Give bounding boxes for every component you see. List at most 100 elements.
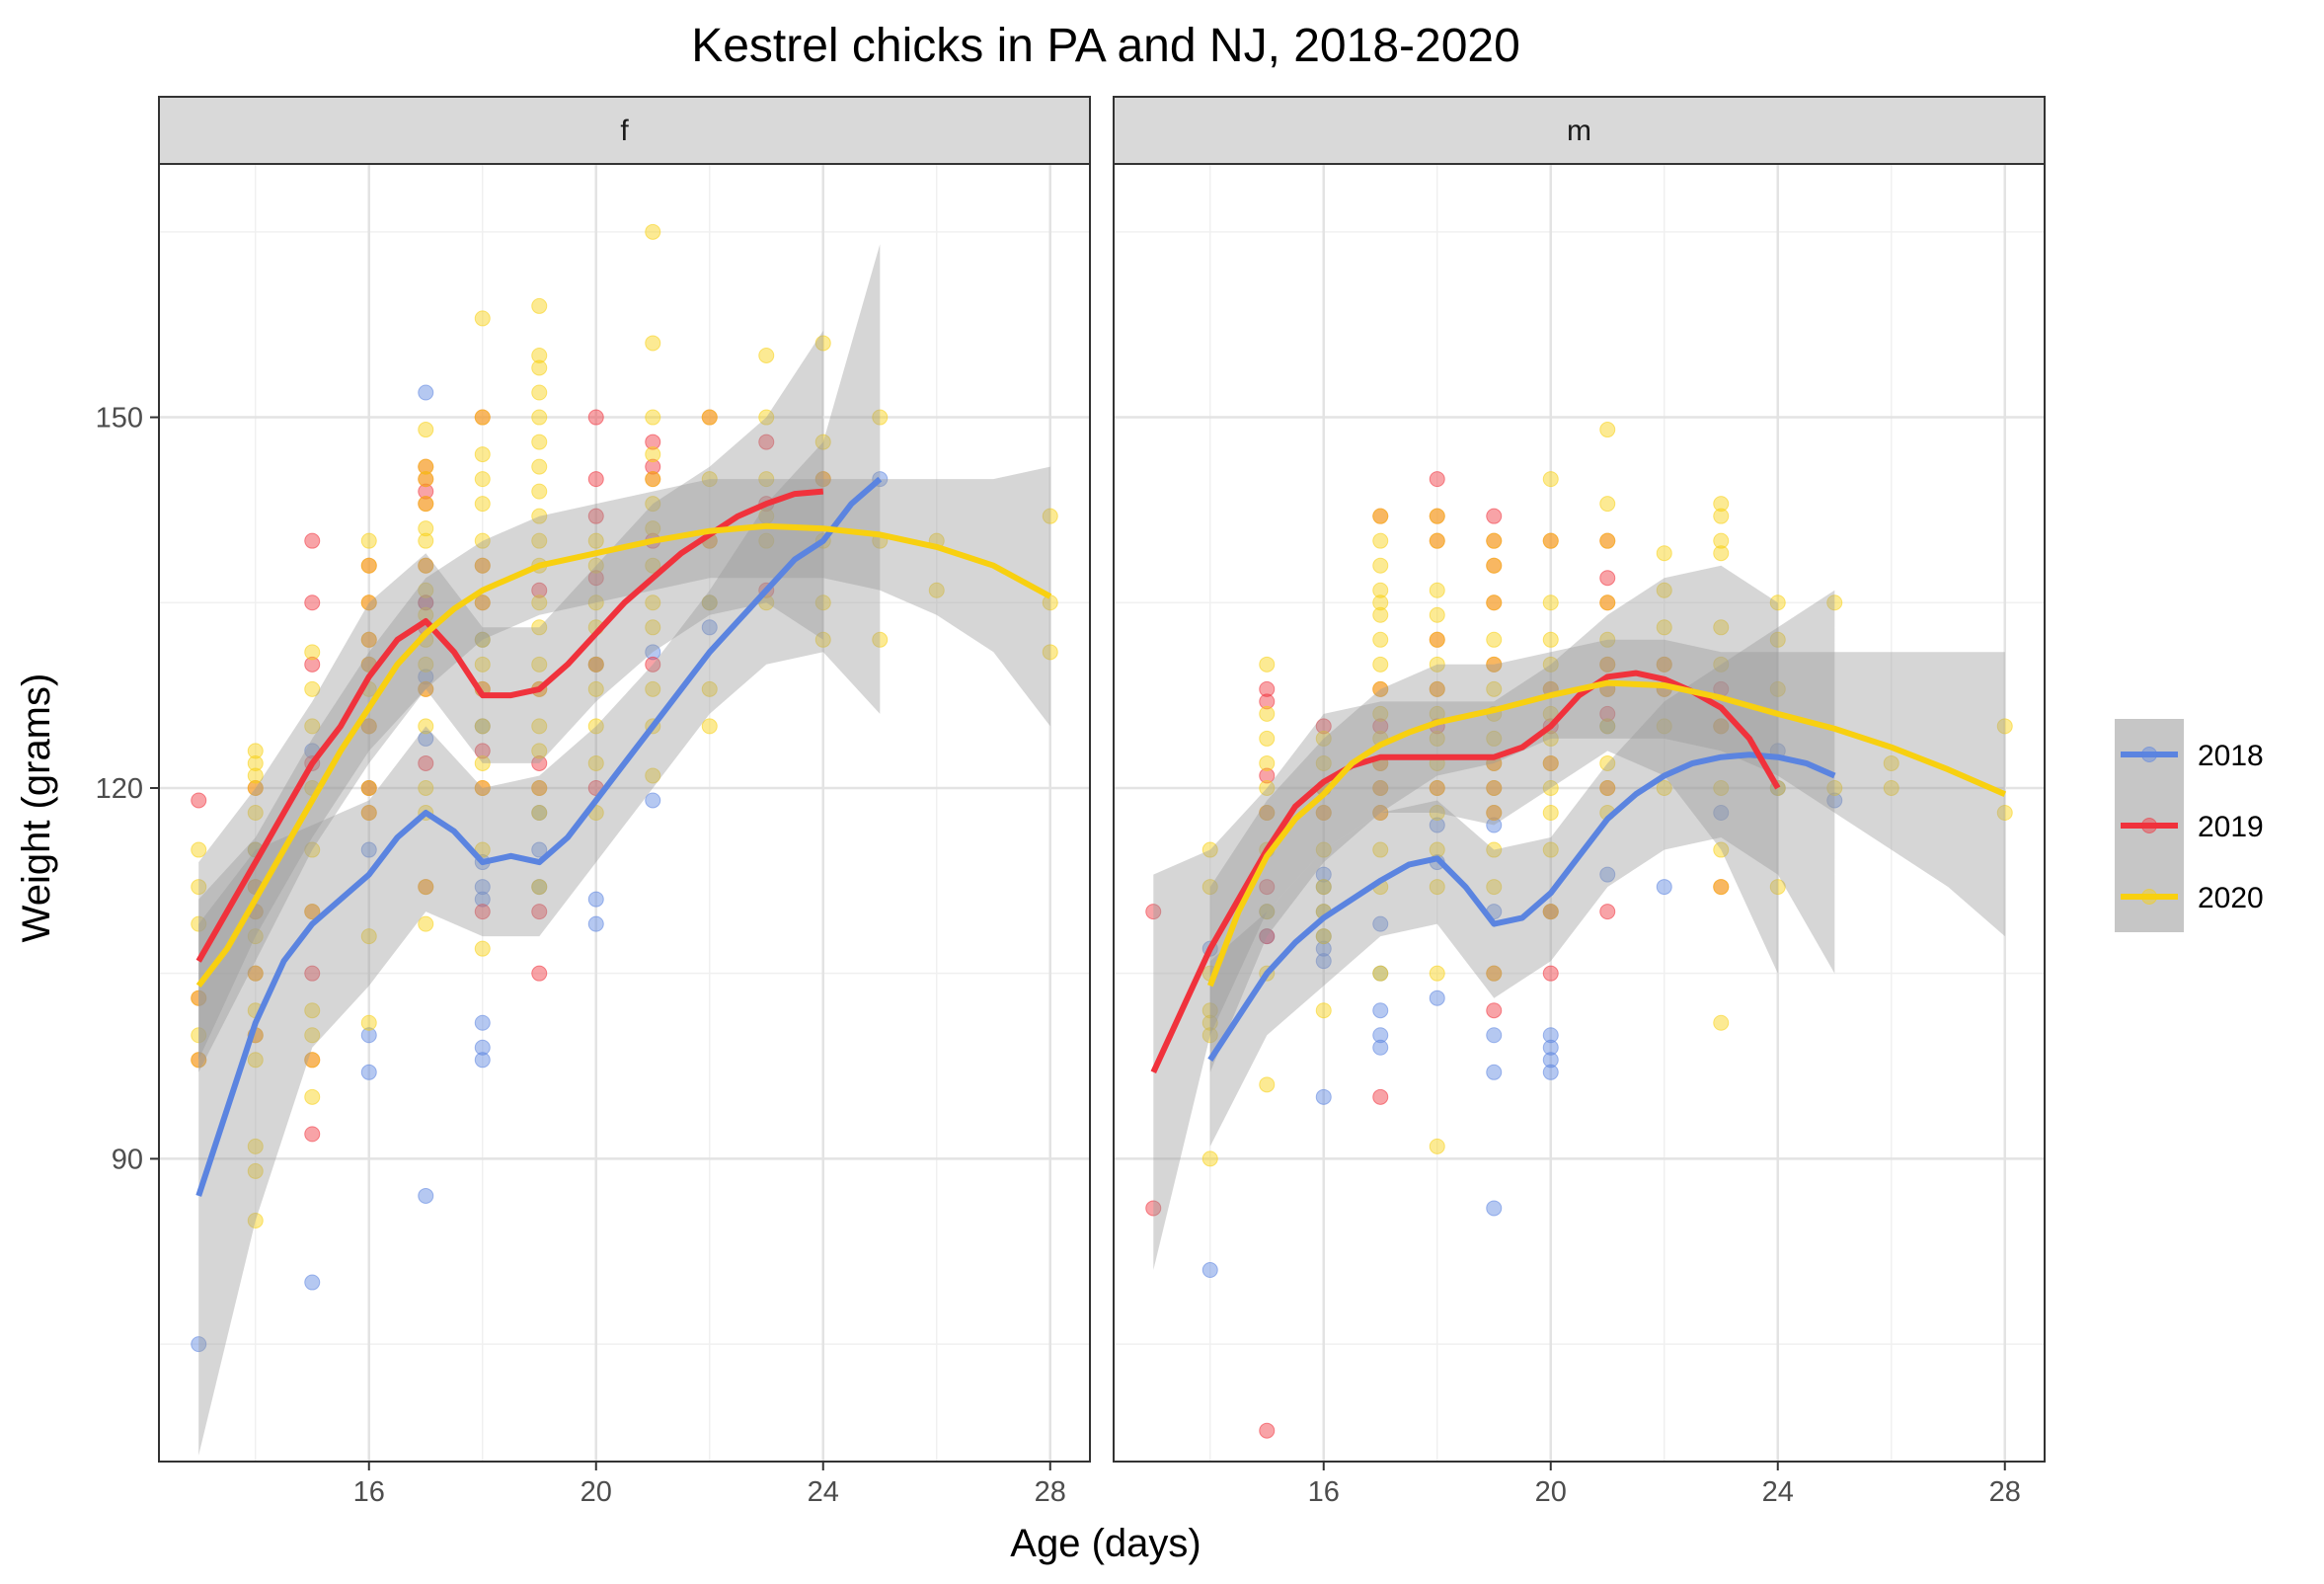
data-point-2020 <box>1996 805 2013 821</box>
legend: 2018 2019 2020 <box>2115 719 2264 932</box>
data-point-2018 <box>1315 866 1332 883</box>
facet-panels: f 16 20 24 28 90 120 150 m 16 20 24 28 <box>96 96 2046 1508</box>
data-point-2020 <box>360 718 377 735</box>
data-point-2020 <box>474 754 491 771</box>
data-point-2020 <box>531 619 548 636</box>
data-point-2019 <box>304 1126 321 1143</box>
data-point-2020 <box>1315 754 1332 771</box>
data-point-2018 <box>1542 1052 1559 1069</box>
data-point-2020 <box>418 520 434 537</box>
data-point-2020 <box>1259 805 1276 821</box>
data-point-2020 <box>1372 680 1389 697</box>
panel-border <box>1113 163 2046 1463</box>
data-point-2019 <box>474 904 491 920</box>
legend-key-point <box>2141 747 2157 762</box>
data-point-2020 <box>1259 730 1276 747</box>
data-point-2019 <box>1259 1422 1276 1439</box>
data-point-2018 <box>531 841 548 858</box>
facet-panel-f: f 16 20 24 28 90 120 150 <box>96 96 1091 1508</box>
data-point-2020 <box>247 767 264 784</box>
data-point-2020 <box>531 483 548 500</box>
data-point-2020 <box>587 532 604 549</box>
data-point-2020 <box>418 471 434 488</box>
x-tick-label: 24 <box>808 1476 839 1508</box>
data-point-2018 <box>474 1052 491 1069</box>
data-point-2018 <box>1826 792 1843 809</box>
data-point-2020 <box>814 335 831 352</box>
data-point-2020 <box>418 496 434 513</box>
data-point-2020 <box>418 557 434 574</box>
smooth-lines <box>195 476 1052 1197</box>
data-point-2020 <box>418 680 434 697</box>
data-point-2020 <box>1656 545 1672 562</box>
data-point-2018 <box>1542 1039 1559 1056</box>
data-point-2020 <box>1486 532 1503 549</box>
data-point-2020 <box>191 1052 207 1069</box>
smooth-line-2018 <box>1207 752 1836 1062</box>
data-point-2018 <box>1486 1064 1503 1080</box>
data-point-2020 <box>474 496 491 513</box>
data-point-2020 <box>1429 730 1445 747</box>
data-point-2020 <box>531 347 548 363</box>
data-point-2020 <box>474 409 491 426</box>
data-point-2020 <box>1656 582 1672 598</box>
data-point-2020 <box>1599 532 1616 549</box>
data-point-2020 <box>531 532 548 549</box>
data-point-2020 <box>1542 471 1559 488</box>
facet-strip-label: m <box>1567 115 1591 147</box>
data-point-2020 <box>1259 705 1276 722</box>
facet-strip <box>1113 96 2046 165</box>
data-point-2018 <box>1429 817 1445 833</box>
data-point-2020 <box>1713 545 1730 562</box>
y-tick-label: 150 <box>96 403 143 435</box>
data-point-2020 <box>304 1027 321 1044</box>
data-point-2020 <box>701 594 718 611</box>
data-point-2020 <box>474 940 491 957</box>
data-point-2020 <box>645 619 661 636</box>
legend-item-2018: 2018 <box>2115 719 2264 790</box>
data-point-2020 <box>758 471 775 488</box>
data-point-2018 <box>1201 1262 1218 1279</box>
data-point-2020 <box>474 594 491 611</box>
panel-border <box>158 163 1091 1463</box>
data-point-2019 <box>1486 1002 1503 1019</box>
smooth-line-2020 <box>1206 679 2006 988</box>
data-point-2018 <box>360 1027 377 1044</box>
data-point-2020 <box>1372 841 1389 858</box>
data-point-2020 <box>1429 1138 1445 1154</box>
data-point-2020 <box>531 718 548 735</box>
data-point-2019 <box>1259 680 1276 697</box>
data-point-2019 <box>758 434 775 450</box>
data-point-2020 <box>1656 718 1672 735</box>
data-point-2019 <box>1372 1088 1389 1105</box>
data-point-2020 <box>1372 965 1389 982</box>
data-point-2018 <box>1542 1064 1559 1080</box>
data-point-2018 <box>418 730 434 747</box>
data-point-2020 <box>304 904 321 920</box>
data-point-2020 <box>1315 928 1332 945</box>
data-point-2020 <box>645 446 661 463</box>
data-point-2019 <box>418 594 434 611</box>
data-point-2020 <box>247 754 264 771</box>
data-point-2020 <box>1883 754 1899 771</box>
data-point-2020 <box>531 384 548 401</box>
data-point-2020 <box>531 805 548 821</box>
data-point-2020 <box>360 805 377 821</box>
data-point-2020 <box>872 631 889 648</box>
facet-panel-m: m 16 20 24 28 <box>1113 96 2046 1508</box>
data-point-2020 <box>418 422 434 438</box>
data-point-2019 <box>418 483 434 500</box>
data-point-2020 <box>1599 631 1616 648</box>
data-point-2020 <box>1542 594 1559 611</box>
confidence-band-2020 <box>198 466 1050 1072</box>
data-point-2020 <box>1372 779 1389 796</box>
data-point-2018 <box>701 619 718 636</box>
data-point-2020 <box>360 532 377 549</box>
data-point-2020 <box>474 631 491 648</box>
data-point-2020 <box>531 594 548 611</box>
data-point-2020 <box>1769 594 1786 611</box>
chart-title: Kestrel chicks in PA and NJ, 2018-2020 <box>691 20 1520 72</box>
data-point-2020 <box>1486 779 1503 796</box>
data-point-2020 <box>418 532 434 549</box>
